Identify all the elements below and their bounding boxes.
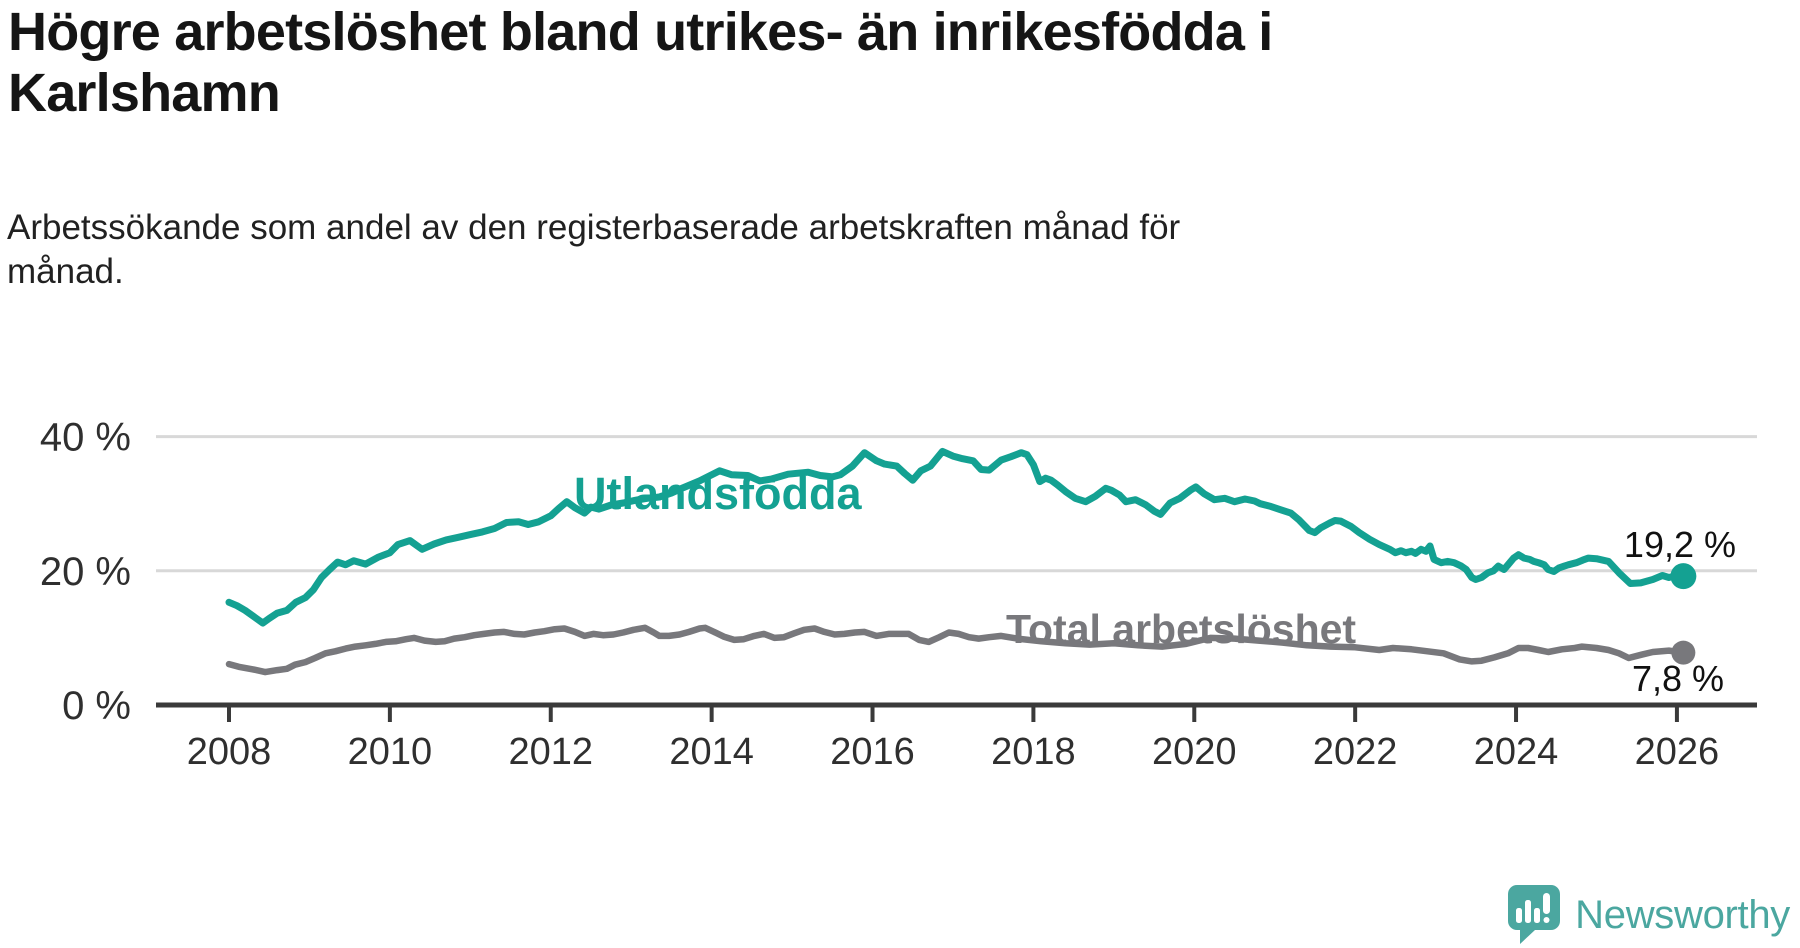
newsworthy-logo: Newsworthy [1507,884,1790,946]
x-tick-label-2008: 2008 [187,731,272,773]
chart-subtitle: Arbetssökande som andel av den registerb… [7,206,1507,294]
chart-subtitle-line2: månad. [7,252,124,291]
newsworthy-chart-bubble-icon [1508,885,1561,944]
series-label-total-arbetsloshet: Total arbetslöshet [1006,606,1357,652]
series-line-utlandsfodda [225,447,1687,627]
page-title-line2: Karlshamn [8,63,281,123]
end-value-label-utlandsfodda: 19,2 % [1623,524,1736,565]
x-tick-label-2020: 2020 [1152,731,1237,773]
x-tick-label-2012: 2012 [508,731,593,773]
x-tick-label-2016: 2016 [830,731,915,773]
series-line-total-arbetsloshet [225,624,1687,676]
series-end-dot-total-arbetsloshet [1671,640,1696,665]
y-tick-label-0: 0 % [62,684,131,728]
y-tick-label-20: 20 % [40,550,131,594]
chart-subtitle-line1: Arbetssökande som andel av den registerb… [7,208,1181,247]
x-tick-label-2014: 2014 [669,731,754,773]
newsworthy-wordmark: Newsworthy [1575,892,1790,937]
series-label-utlandsfodda: Utlandsfödda [574,468,862,519]
y-tick-label-40: 40 % [40,416,131,460]
end-value-label-total-arbetsloshet: 7,8 % [1631,658,1724,699]
x-tick-label-2010: 2010 [348,731,433,773]
x-tick-label-2026: 2026 [1635,731,1720,773]
x-tick-label-2024: 2024 [1474,731,1559,773]
page-title-line1: Högre arbetslöshet bland utrikes- än inr… [8,2,1273,62]
x-tick-label-2022: 2022 [1313,731,1398,773]
x-tick-label-2018: 2018 [991,731,1076,773]
page-title: Högre arbetslöshet bland utrikes- än inr… [8,2,1488,124]
series-end-dot-utlandsfodda [1670,563,1697,590]
